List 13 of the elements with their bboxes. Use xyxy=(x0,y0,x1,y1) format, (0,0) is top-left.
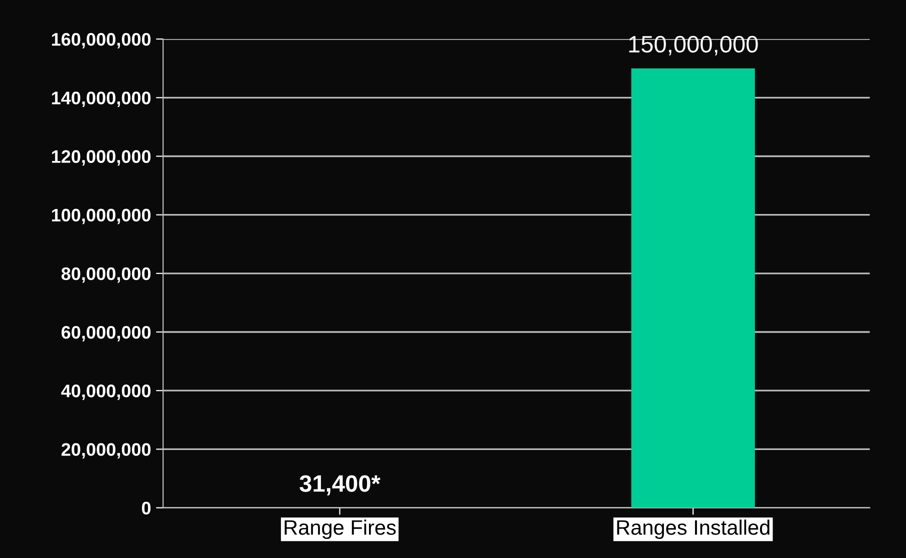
y-tick-label: 20,000,000 xyxy=(62,443,151,459)
y-tick-label: 100,000,000 xyxy=(52,208,151,224)
y-tick-label: 0 xyxy=(142,502,151,514)
y-tick-label: 140,000,000 xyxy=(52,92,151,107)
y-tick-label: 60,000,000 xyxy=(62,326,151,342)
y-tick-label: 40,000,000 xyxy=(61,384,151,400)
x-tick-label: Range Fires xyxy=(284,520,396,540)
y-tick-label: 160,000,000 xyxy=(52,32,151,48)
y-tick-label: 80,000,000 xyxy=(61,267,151,283)
data-label: 150,000,000 xyxy=(629,36,758,56)
y-tick-label: 120,000,000 xyxy=(52,150,151,166)
x-tick-label: Ranges Installed xyxy=(617,520,770,540)
data-label: 31,400* xyxy=(300,475,380,496)
